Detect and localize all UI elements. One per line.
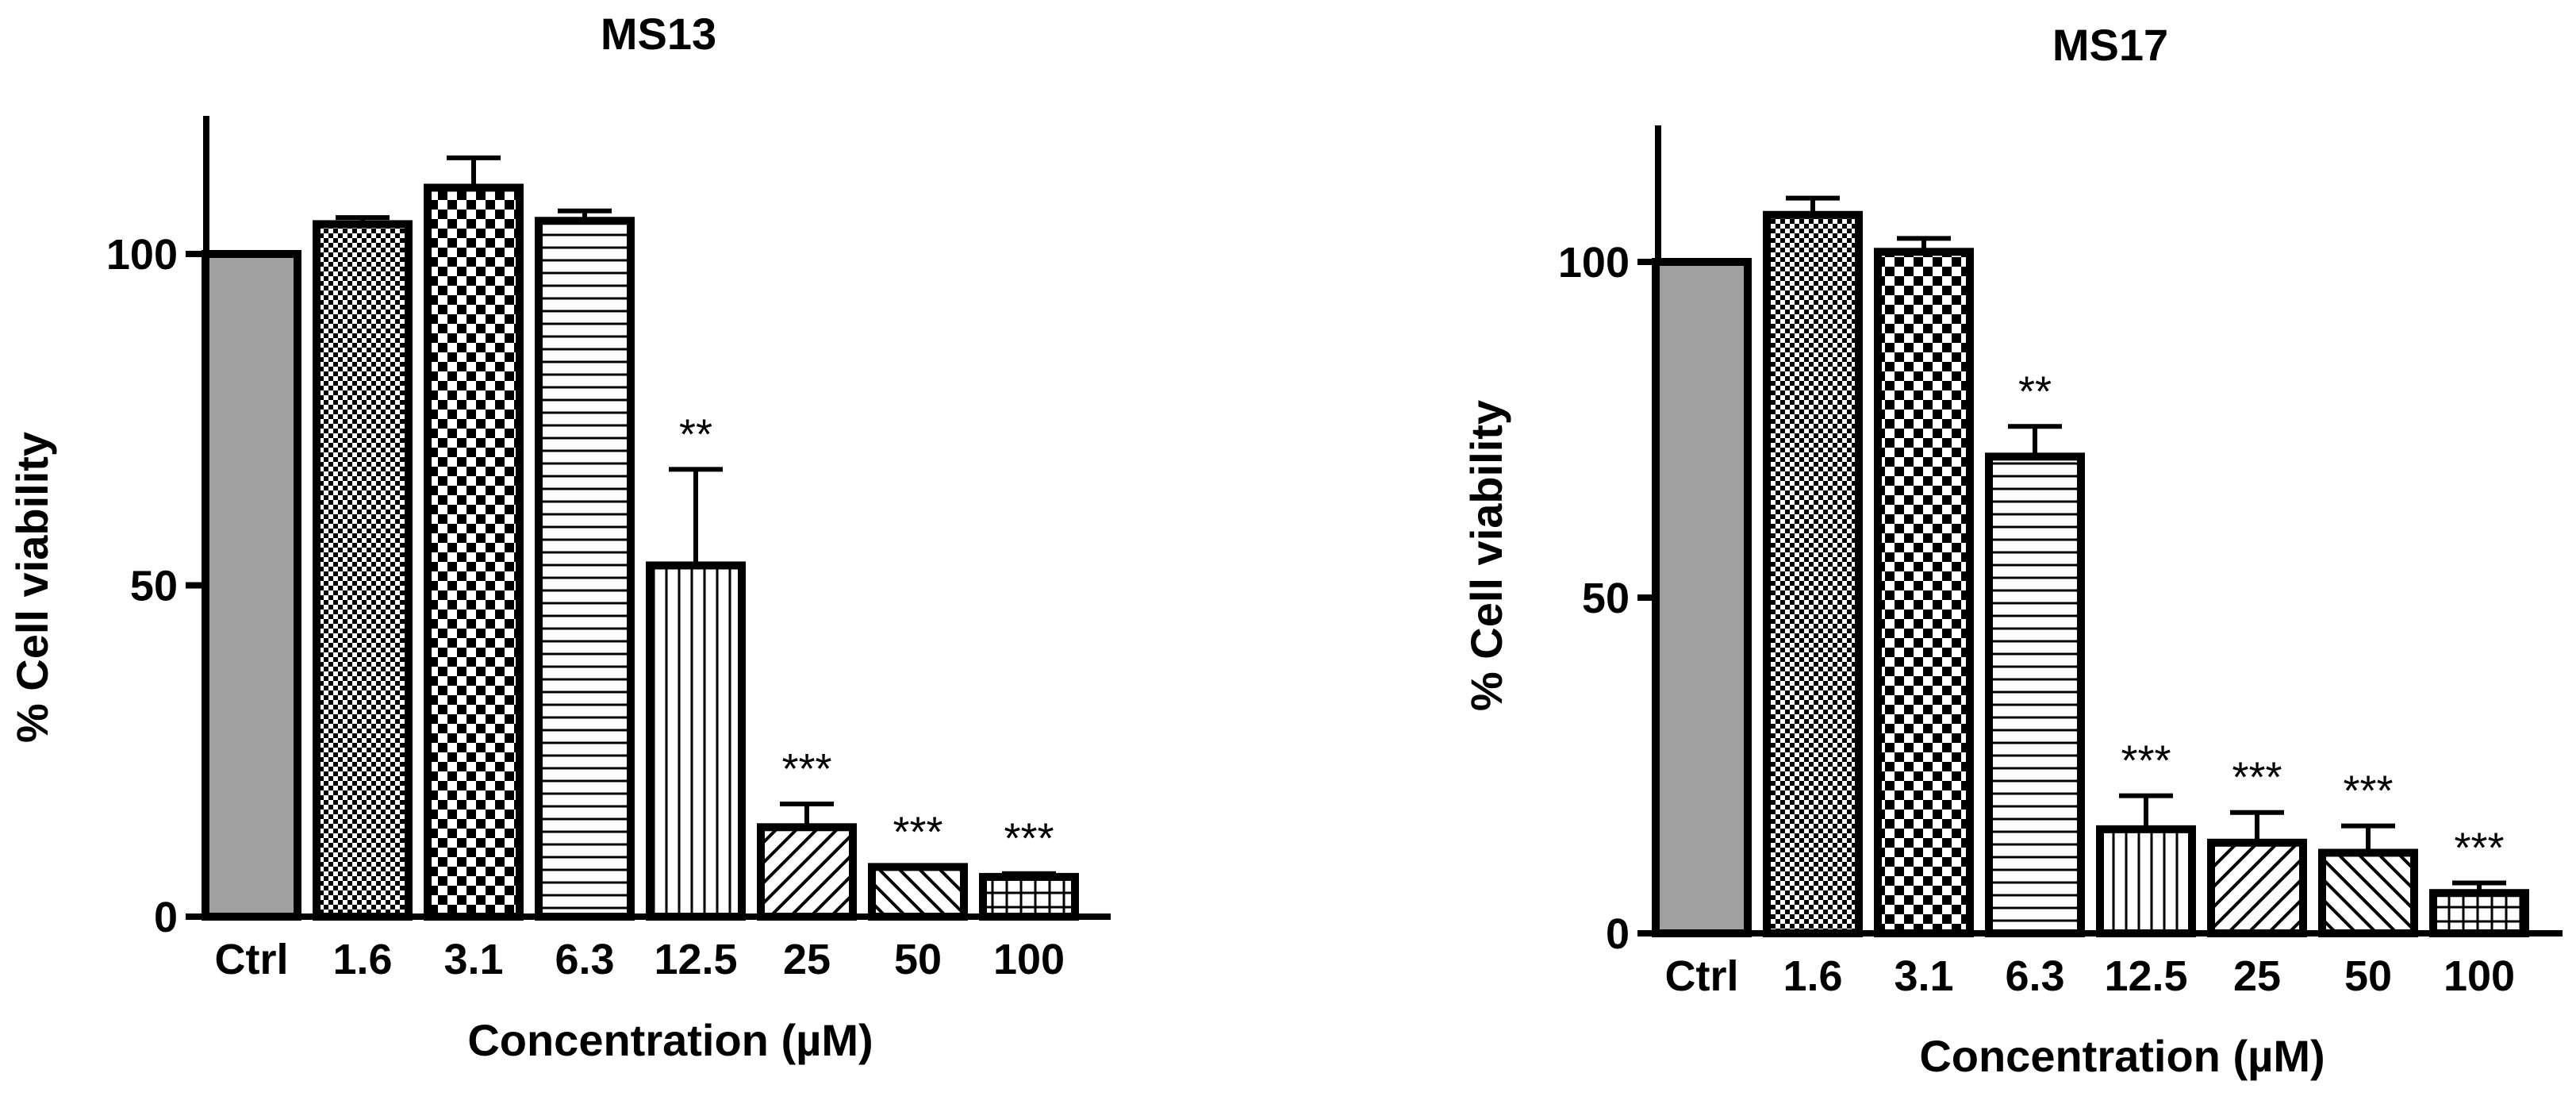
x-tick-label: 1.6: [332, 936, 392, 983]
significance-label: ***: [781, 745, 831, 793]
bar-6-3: [535, 217, 635, 921]
significance-label: ***: [893, 808, 942, 856]
x-tick-label: 50: [894, 936, 942, 983]
bar-3-1: [424, 183, 524, 921]
x-axis-label: Concentration (µM): [467, 1015, 873, 1065]
x-tick-label: 25: [2233, 952, 2281, 1000]
bar-1-6: [313, 220, 413, 921]
y-axis-label: % Cell viability: [1461, 400, 1511, 711]
bar-100: [2429, 889, 2529, 937]
bar-12-5: [2096, 825, 2196, 937]
x-tick-label: Ctrl: [215, 936, 289, 983]
x-tick-label: 6.3: [555, 936, 614, 983]
chart-title: MS17: [2052, 20, 2168, 70]
bar-25: [757, 823, 857, 921]
panel-ms13: MS13 % Cell viability Concentration (µM)…: [7, 9, 1111, 1065]
bar-Ctrl: [202, 250, 301, 921]
x-tick-label: 12.5: [654, 936, 737, 983]
panel-ms17: MS17 % Cell viability Concentration (µM)…: [1461, 20, 2563, 1081]
y-tick-label: 100: [1558, 239, 1630, 287]
y-tick-label: 50: [130, 563, 178, 610]
significance-label: **: [2018, 367, 2052, 415]
y-axis-label: % Cell viability: [7, 432, 57, 743]
y-tick-label: 50: [1582, 575, 1630, 622]
significance-label: ***: [2343, 767, 2393, 815]
significance-label: ***: [1004, 815, 1054, 863]
x-axis-label: Concentration (µM): [1919, 1031, 2325, 1081]
bar-1-6: [1763, 210, 1863, 937]
x-tick-label: 3.1: [1894, 952, 1953, 1000]
x-tick-label: 6.3: [2005, 952, 2064, 1000]
x-tick-label: 100: [2444, 952, 2515, 1000]
x-tick-label: 50: [2344, 952, 2392, 1000]
x-tick-label: Ctrl: [1665, 952, 1739, 1000]
bar-3-1: [1874, 248, 1974, 937]
x-tick-label: 100: [993, 936, 1065, 983]
y-tick-label: 0: [154, 894, 178, 941]
significance-label: **: [679, 410, 712, 458]
bar-100: [979, 872, 1079, 921]
bar-Ctrl: [1652, 258, 1752, 937]
y-tick-label: 0: [1606, 910, 1630, 958]
y-tick-label: 100: [106, 231, 178, 279]
bar-6-3: [1985, 452, 2085, 937]
bar-12-5: [646, 561, 746, 921]
chart-title: MS13: [601, 9, 716, 59]
bar-25: [2207, 838, 2307, 938]
bar-50: [868, 863, 968, 921]
significance-label: ***: [2232, 754, 2282, 802]
x-tick-label: 12.5: [2104, 952, 2187, 1000]
significance-label: ***: [2121, 737, 2171, 785]
x-tick-label: 3.1: [443, 936, 503, 983]
bar-50: [2318, 848, 2418, 937]
significance-label: ***: [2454, 825, 2504, 872]
x-tick-label: 1.6: [1783, 952, 1842, 1000]
x-tick-label: 25: [783, 936, 831, 983]
